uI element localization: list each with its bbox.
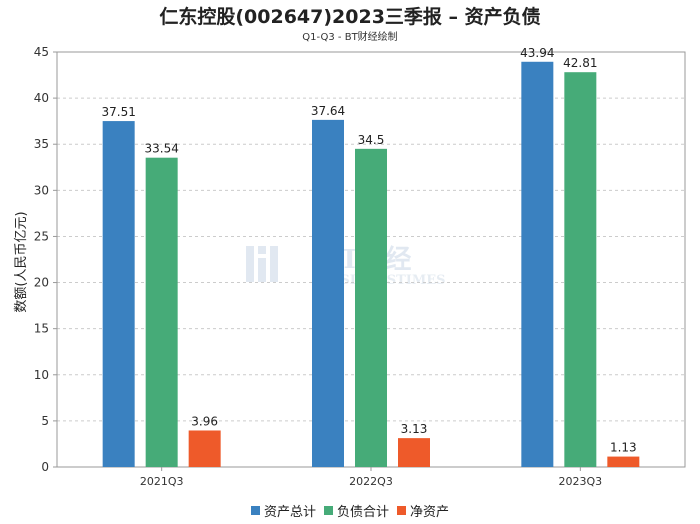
data-label: 37.51 [101,105,135,119]
bar [521,61,554,468]
y-axis-label: 数额(人民币亿元) [14,211,29,312]
data-label: 3.13 [401,422,428,436]
legend-label: 净资产 [410,505,450,520]
y-tick-label: 40 [34,91,49,105]
x-tick-label: 2022Q3 [349,475,393,488]
watermark-logo-icon [246,246,254,282]
data-label: 33.54 [144,142,178,156]
bar [188,430,221,467]
x-tick-label: 2023Q3 [559,475,603,488]
bar [102,121,135,467]
y-tick-label: 20 [34,276,49,290]
bar [312,119,344,468]
legend-label: 负债合计 [336,505,389,520]
x-tick-label: 2021Q3 [140,475,184,488]
data-label: 1.13 [610,441,637,455]
y-tick-label: 25 [34,229,49,243]
data-label: 43.94 [520,46,554,60]
bar [355,148,387,468]
legend-swatch [397,506,406,515]
data-label: 3.96 [191,414,218,428]
legend-item: 负债合计 [323,501,389,520]
y-tick-label: 0 [41,460,49,474]
bar [398,438,430,467]
y-tick-label: 45 [34,45,49,59]
legend-label: 资产总计 [263,505,316,520]
data-labels: 37.51 33.54 3.96 37.64 34.5 3.13 43.94 42.81 1.1… [101,46,636,455]
y-tick-label: 10 [34,368,49,382]
y-tick-label: 5 [41,414,49,428]
legend: 资产总计 负债合计 净资产 [0,501,700,520]
legend-swatch [250,506,260,515]
data-label: 34.5 [358,133,385,147]
data-label: 42.81 [563,56,597,70]
legend-item: 净资产 [397,501,449,520]
chart-title: 仁东控股(002647)2023三季报 – 资产负债 [159,6,541,28]
y-tick-label: 35 [34,137,49,151]
legend-swatch [323,506,333,515]
bar [564,72,597,468]
legend-item: 资产总计 [250,501,316,520]
bar [607,456,640,467]
bar [145,157,178,468]
y-tick-label: 15 [34,322,49,336]
axes: 0 5 10 15 20 25 30 35 40 45 2021Q3 2022Q3 2023Q3 [34,45,686,488]
y-tick-label: 30 [34,183,49,197]
bars [102,61,640,468]
data-label: 37.64 [311,104,345,118]
watermark: BT财经 BUSINESSTIMES [246,244,446,288]
chart-subtitle: Q1-Q3 - BT财经绘制 [302,32,398,43]
